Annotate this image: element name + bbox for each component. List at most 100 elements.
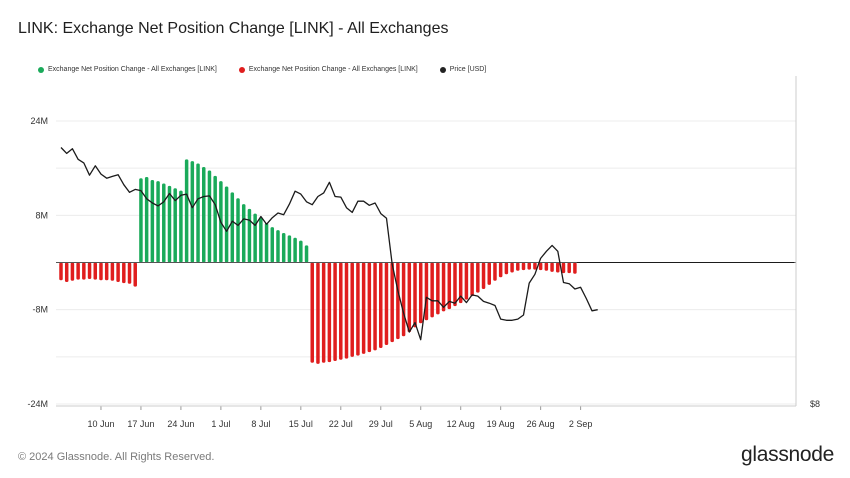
bar-positive	[184, 159, 189, 263]
bar-positive	[236, 198, 240, 263]
bar-positive	[213, 175, 217, 263]
y-tick-label: 8M	[35, 210, 48, 220]
bar-negative	[538, 262, 543, 271]
bar-positive	[224, 186, 229, 263]
legend-item-green[interactable]: Exchange Net Position Change - All Excha…	[38, 66, 217, 73]
bar-negative	[373, 262, 377, 351]
bar-negative	[327, 262, 332, 363]
legend-green-label: Exchange Net Position Change - All Excha…	[48, 66, 217, 73]
bar-positive	[150, 179, 155, 263]
bar-negative	[339, 262, 343, 360]
x-axis: 10 Jun 17 Jun 24 Jun 1 Jul 8 Jul 15 Jul 22 Jul…	[56, 405, 796, 429]
bar-negative	[122, 262, 126, 284]
bar-negative	[418, 262, 423, 324]
bar-negative	[464, 262, 469, 300]
legend-item-red[interactable]: Exchange Net Position Change - All Excha…	[238, 66, 418, 73]
legend-item-price[interactable]: Price [USD]	[439, 66, 486, 73]
bar-negative	[316, 262, 320, 364]
legend-green-dot	[38, 66, 44, 73]
bar-negative	[390, 262, 394, 343]
bar-negative	[104, 262, 109, 281]
chart-title: LINK: Exchange Net Position Change [LINK…	[18, 20, 449, 37]
x-tick-label: 2 Sep	[569, 419, 593, 429]
bar-positive	[299, 240, 303, 263]
y-axis-left: 24M 8M -8M -24M	[27, 116, 48, 409]
bar-negative	[533, 262, 537, 270]
y-tick-label: -24M	[27, 399, 48, 409]
bar-negative	[424, 262, 429, 321]
bar-negative	[93, 262, 98, 280]
x-tick-label: 15 Jul	[289, 419, 313, 429]
bar-negative	[321, 262, 326, 363]
bar-negative	[521, 262, 526, 271]
bar-positive	[156, 181, 160, 263]
bar-negative	[367, 262, 372, 353]
bar-negative	[87, 262, 92, 280]
bar-positive	[259, 217, 263, 263]
bar-positive	[162, 183, 166, 263]
bar-negative	[516, 262, 520, 271]
bar-negative	[133, 262, 137, 287]
bar-positive	[247, 208, 252, 263]
x-tick-label: 17 Jun	[127, 419, 154, 429]
bar-negative	[64, 262, 69, 282]
bar-negative	[76, 262, 80, 280]
x-tick-label: 10 Jun	[87, 419, 114, 429]
bar-positive	[202, 166, 206, 263]
bar-positive	[287, 235, 292, 263]
bar-negative	[333, 262, 337, 361]
copyright-footer: © 2024 Glassnode. All Rights Reserved.	[18, 451, 215, 463]
x-tick-label: 24 Jun	[167, 419, 194, 429]
y-tick-label: 24M	[30, 116, 48, 126]
bar-positive	[190, 161, 195, 263]
bar-negative	[493, 262, 497, 281]
bar-negative	[476, 262, 480, 293]
bar-negative	[70, 262, 75, 281]
x-tick-label: 1 Jul	[211, 419, 230, 429]
bar-negative	[127, 262, 132, 284]
bar-negative	[561, 262, 566, 274]
price-line	[60, 147, 598, 341]
bar-negative	[344, 262, 349, 359]
y-tick-label: -8M	[33, 305, 49, 315]
bar-positive	[173, 188, 177, 263]
bar-negative	[350, 262, 354, 357]
x-tick-label: 5 Aug	[409, 419, 432, 429]
bar-negative	[487, 262, 491, 285]
bar-negative	[361, 262, 366, 354]
bar-negative	[401, 262, 406, 337]
bar-negative	[510, 262, 514, 273]
bar-negative	[310, 262, 314, 363]
bar-negative	[379, 262, 383, 348]
legend-price-dot	[439, 66, 446, 73]
bar-negative	[116, 262, 120, 282]
bar-negative	[453, 262, 457, 307]
bar-positive	[293, 237, 297, 263]
bar-positive	[196, 163, 200, 263]
bar-negative	[567, 262, 571, 274]
bar-negative	[441, 262, 446, 312]
bar-positive	[144, 177, 149, 263]
bar-negative	[447, 262, 452, 310]
bar-negative	[430, 262, 434, 318]
bar-positive	[207, 170, 212, 263]
x-tick-label: 26 Aug	[527, 419, 555, 429]
bar-positive	[281, 233, 286, 263]
bar-positive	[241, 204, 246, 263]
bar-negative	[550, 262, 554, 272]
bar-negative	[396, 262, 400, 340]
bar-negative	[59, 262, 63, 281]
x-tick-label: 22 Jul	[329, 419, 353, 429]
bar-negative	[573, 262, 577, 274]
x-tick-label: 19 Aug	[487, 419, 515, 429]
bar-positive	[179, 190, 183, 263]
glassnode-logo: glassnode	[741, 443, 835, 466]
bar-negative	[504, 262, 509, 275]
bars-group	[59, 159, 577, 364]
price-series-group	[60, 147, 794, 341]
bar-negative	[110, 262, 115, 281]
x-tick-label: 12 Aug	[447, 419, 475, 429]
bar-negative	[498, 262, 503, 278]
bar-negative	[436, 262, 440, 315]
